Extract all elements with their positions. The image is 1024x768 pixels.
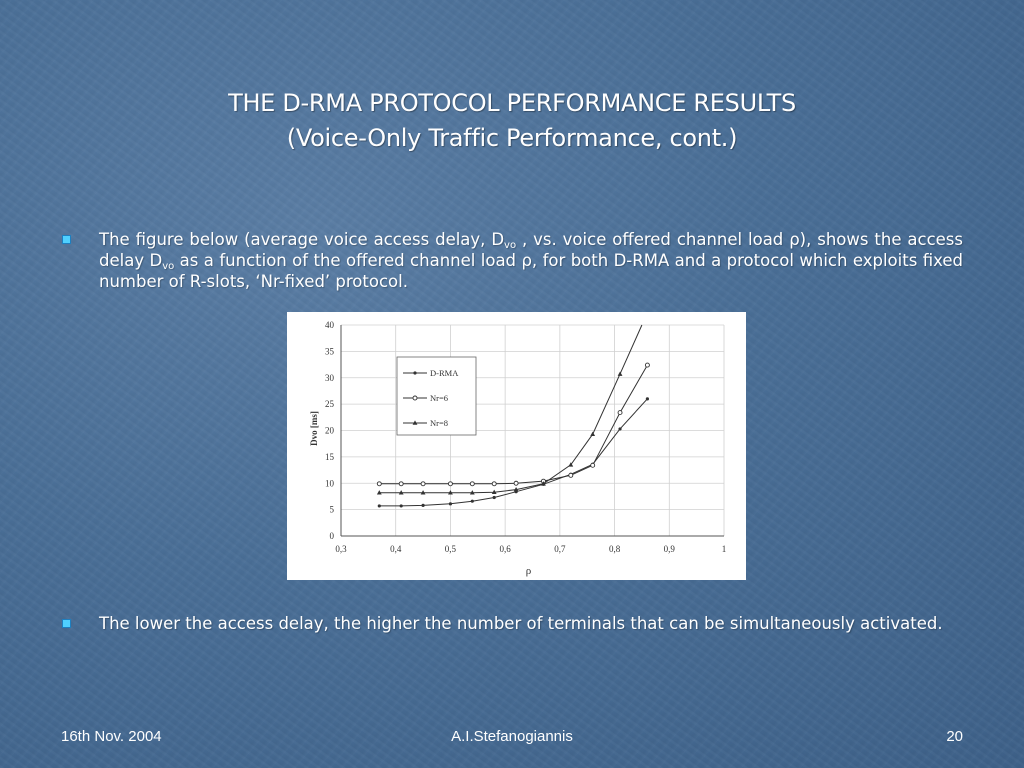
y-tick-label: 30 <box>325 373 335 383</box>
legend: D-RMA Nr=6 Nr=8 <box>396 356 477 436</box>
footer-date: 16th Nov. 2004 <box>61 728 162 745</box>
data-point <box>568 472 574 478</box>
data-point <box>448 490 453 495</box>
y-tick-label: 20 <box>325 426 335 436</box>
data-point <box>645 397 649 401</box>
bullet-text: The lower the access delay, the higher t… <box>99 614 943 633</box>
title-line-2: (Voice-Only Traffic Performance, cont.) <box>286 124 738 152</box>
data-point <box>617 410 623 416</box>
x-tick-label: 0,9 <box>664 544 676 554</box>
legend-label: D-RMA <box>430 368 459 378</box>
legend-marker <box>412 420 418 425</box>
data-point <box>448 502 453 506</box>
footer-author: A.I.Stefanogiannis <box>451 728 573 745</box>
y-tick-label: 5 <box>330 505 335 515</box>
data-point <box>644 362 650 368</box>
data-point <box>590 431 596 436</box>
data-point <box>618 427 622 431</box>
legend-label: Nr=6 <box>430 393 448 403</box>
chart-svg: 0,3 0,4 0,5 0,6 0,7 0,8 0,9 10510152025303540ρD… <box>309 320 727 577</box>
data-point <box>492 495 496 500</box>
data-point <box>491 481 497 487</box>
x-tick-label: 0,4 <box>390 544 402 554</box>
data-point <box>470 499 474 503</box>
data-point <box>420 490 426 495</box>
bullet-square-icon <box>62 235 71 244</box>
y-tick-label: 0 <box>330 531 335 541</box>
x-tick-label: 0,7 <box>554 544 566 554</box>
x-tick-label: 0,6 <box>500 544 512 554</box>
x-tick-label: 0,3 <box>335 544 347 554</box>
series-line <box>379 398 648 507</box>
series-nr-8 <box>376 324 643 495</box>
bullet-figure-description: The figure below (average voice access d… <box>62 229 963 292</box>
legend-label: Nr=8 <box>430 418 448 428</box>
data-point <box>377 504 381 508</box>
slide-title: THE D-RMA PROTOCOL PERFORMANCE RESULTS (… <box>0 86 1024 156</box>
data-point <box>447 481 453 487</box>
series-line <box>379 364 648 485</box>
access-delay-chart: 0,3 0,4 0,5 0,6 0,7 0,8 0,9 1 0 5 10 15 20 25 30 35 40 ρ D… <box>287 312 746 580</box>
data-point <box>590 462 596 468</box>
title-line-1: THE D-RMA PROTOCOL PERFORMANCE RESULTS <box>228 89 796 117</box>
data-point <box>513 480 519 486</box>
data-point <box>420 481 426 487</box>
data-point <box>469 481 475 487</box>
bullet-text: The figure below (average voice access d… <box>99 230 963 291</box>
data-point <box>398 490 404 495</box>
data-point <box>398 481 404 487</box>
series-line <box>379 324 643 494</box>
x-axis-label: ρ <box>526 565 532 577</box>
y-tick-label: 15 <box>325 452 335 462</box>
data-point <box>376 490 382 495</box>
data-point <box>513 486 519 492</box>
y-tick-label: 40 <box>325 320 335 330</box>
data-point <box>568 462 574 467</box>
data-point <box>469 490 475 495</box>
y-tick-label: 35 <box>325 346 335 356</box>
bullet-square-icon <box>62 619 71 628</box>
y-tick-label: 25 <box>325 399 335 409</box>
data-point <box>491 489 497 495</box>
footer-page-number: 20 <box>946 728 963 745</box>
data-point <box>376 481 382 487</box>
data-point <box>617 371 623 376</box>
x-tick-label: 0,8 <box>609 544 621 554</box>
bullet-conclusion: The lower the access delay, the higher t… <box>62 613 963 634</box>
data-point <box>421 503 425 508</box>
series-nr-6 <box>376 362 650 487</box>
y-axis-label: Dvo [ms] <box>309 411 319 446</box>
legend-marker <box>412 395 418 401</box>
legend-box <box>396 356 477 436</box>
legend-marker <box>413 371 417 375</box>
x-tick-label: 1 <box>722 544 727 554</box>
y-tick-label: 10 <box>325 478 335 488</box>
data-point <box>399 504 403 508</box>
x-tick-label: 0,5 <box>445 544 457 554</box>
data-point <box>541 481 546 486</box>
